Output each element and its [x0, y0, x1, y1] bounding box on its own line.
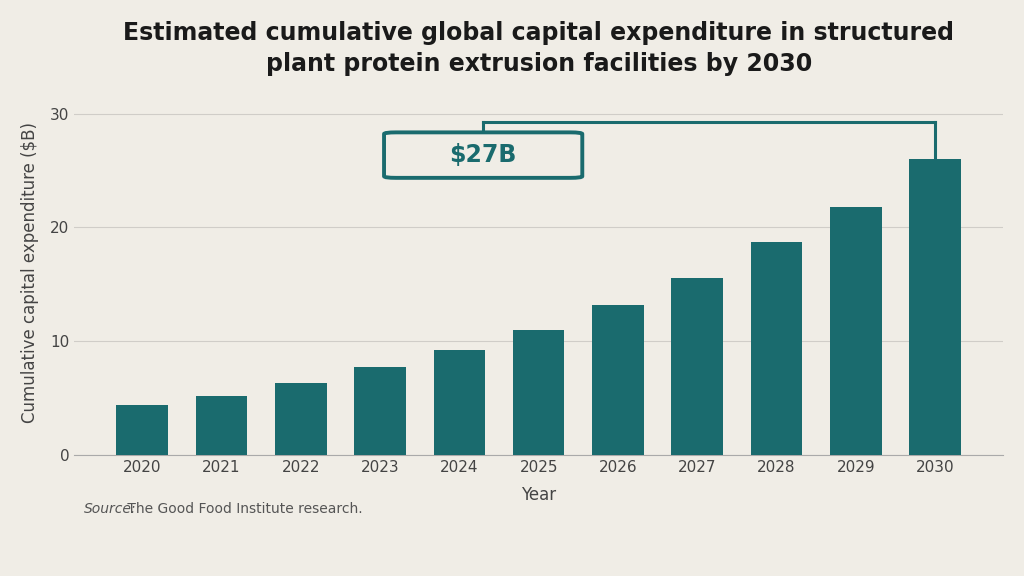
- Bar: [196, 396, 247, 454]
- X-axis label: Year: Year: [521, 486, 556, 503]
- Bar: [275, 383, 327, 454]
- Title: Estimated cumulative global capital expenditure in structured
plant protein extr: Estimated cumulative global capital expe…: [123, 21, 954, 77]
- Bar: [433, 350, 485, 454]
- Bar: [117, 405, 168, 454]
- Y-axis label: Cumulative capital expenditure ($B): Cumulative capital expenditure ($B): [20, 122, 39, 423]
- Bar: [354, 367, 406, 454]
- Bar: [830, 207, 882, 454]
- FancyBboxPatch shape: [384, 132, 583, 178]
- Bar: [751, 242, 803, 454]
- Bar: [672, 278, 723, 454]
- Text: Source:: Source:: [84, 502, 136, 516]
- Text: The Good Food Institute research.: The Good Food Institute research.: [124, 502, 364, 516]
- Bar: [909, 159, 961, 454]
- Text: $27B: $27B: [450, 143, 517, 167]
- Bar: [592, 305, 644, 454]
- Bar: [513, 329, 564, 454]
